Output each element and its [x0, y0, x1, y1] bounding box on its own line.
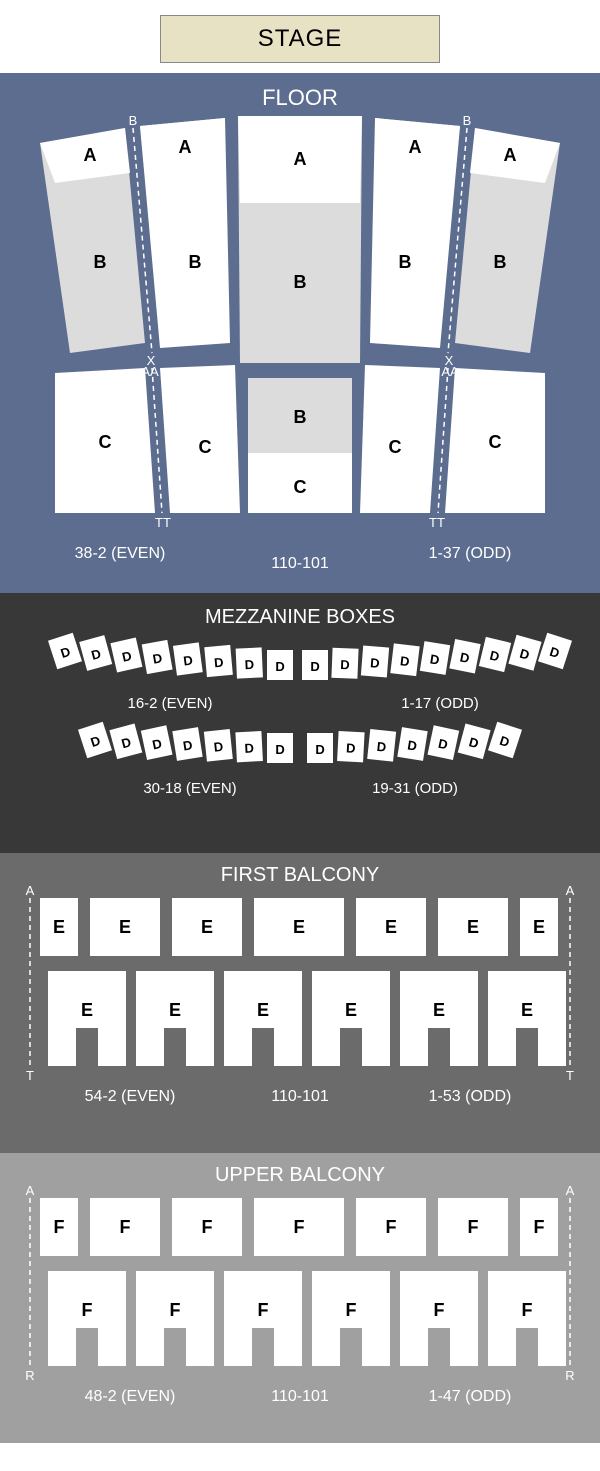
- svg-text:B: B: [294, 272, 307, 292]
- svg-text:54-2 (EVEN): 54-2 (EVEN): [85, 1088, 176, 1105]
- svg-text:A: A: [179, 137, 192, 157]
- svg-text:B: B: [294, 407, 307, 427]
- svg-text:19-31 (ODD): 19-31 (ODD): [372, 780, 458, 797]
- svg-text:C: C: [99, 432, 112, 452]
- svg-text:E: E: [81, 1000, 93, 1020]
- svg-text:38-2 (EVEN): 38-2 (EVEN): [75, 545, 166, 562]
- svg-text:D: D: [310, 659, 319, 674]
- svg-text:T: T: [26, 1068, 34, 1083]
- svg-text:T: T: [566, 1068, 574, 1083]
- svg-text:110-101: 110-101: [271, 555, 329, 572]
- svg-text:E: E: [119, 917, 131, 937]
- svg-text:F: F: [522, 1300, 533, 1320]
- svg-text:F: F: [534, 1217, 545, 1237]
- svg-text:A: A: [504, 145, 517, 165]
- svg-text:1-17 (ODD): 1-17 (ODD): [401, 695, 479, 712]
- svg-text:A: A: [566, 1183, 575, 1198]
- svg-text:B: B: [399, 252, 412, 272]
- svg-text:B: B: [189, 252, 202, 272]
- svg-text:F: F: [434, 1300, 445, 1320]
- svg-text:F: F: [120, 1217, 131, 1237]
- svg-text:D: D: [399, 653, 410, 669]
- svg-text:C: C: [294, 477, 307, 497]
- svg-text:E: E: [169, 1000, 181, 1020]
- svg-text:F: F: [468, 1217, 479, 1237]
- svg-text:1-53 (ODD): 1-53 (ODD): [429, 1088, 512, 1105]
- svg-text:110-101: 110-101: [271, 1388, 329, 1405]
- upper-balcony-level: UPPER BALCONY F F F F F F F F F F F F F A A R R 48-2 (EVEN…: [0, 1153, 600, 1443]
- svg-text:E: E: [521, 1000, 533, 1020]
- svg-text:30-18 (EVEN): 30-18 (EVEN): [143, 780, 236, 797]
- svg-text:A: A: [26, 1183, 35, 1198]
- svg-text:AA: AA: [441, 364, 459, 379]
- svg-text:E: E: [385, 917, 397, 937]
- svg-text:E: E: [467, 917, 479, 937]
- svg-text:E: E: [53, 917, 65, 937]
- svg-text:1-37 (ODD): 1-37 (ODD): [429, 545, 512, 562]
- svg-text:D: D: [244, 657, 254, 672]
- mezzanine-diagram: MEZZANINE BOXESDDDDDDDDDDDDDDDDDDDDDDDDD…: [0, 593, 600, 853]
- svg-text:E: E: [293, 917, 305, 937]
- upper-balcony-diagram: UPPER BALCONY F F F F F F F F F F F F F A A R R 48-2 (EVEN…: [0, 1153, 600, 1443]
- svg-text:F: F: [258, 1300, 269, 1320]
- svg-text:A: A: [294, 149, 307, 169]
- svg-text:MEZZANINE BOXES: MEZZANINE BOXES: [205, 606, 395, 628]
- svg-text:A: A: [409, 137, 422, 157]
- svg-text:D: D: [182, 652, 193, 668]
- svg-text:C: C: [199, 437, 212, 457]
- first-balcony-diagram: FIRST BALCONY E E E E E E E E E E E E E A A T T 54-2 (EVEN…: [0, 853, 600, 1153]
- svg-text:F: F: [170, 1300, 181, 1320]
- svg-text:A: A: [26, 883, 35, 898]
- svg-text:C: C: [489, 432, 502, 452]
- svg-text:FLOOR: FLOOR: [262, 85, 338, 110]
- svg-text:E: E: [201, 917, 213, 937]
- svg-text:48-2 (EVEN): 48-2 (EVEN): [85, 1388, 176, 1405]
- svg-text:F: F: [82, 1300, 93, 1320]
- svg-text:D: D: [370, 655, 381, 671]
- svg-text:R: R: [565, 1368, 574, 1383]
- svg-text:TT: TT: [429, 515, 445, 530]
- svg-text:D: D: [315, 742, 324, 757]
- svg-text:B: B: [94, 252, 107, 272]
- svg-text:F: F: [202, 1217, 213, 1237]
- svg-text:C: C: [389, 437, 402, 457]
- svg-text:AA: AA: [141, 364, 159, 379]
- svg-text:R: R: [25, 1368, 34, 1383]
- mezzanine-level: MEZZANINE BOXESDDDDDDDDDDDDDDDDDDDDDDDDD…: [0, 593, 600, 853]
- svg-text:TT: TT: [155, 515, 171, 530]
- svg-text:E: E: [257, 1000, 269, 1020]
- svg-text:D: D: [275, 659, 284, 674]
- svg-text:D: D: [346, 740, 356, 755]
- svg-text:E: E: [345, 1000, 357, 1020]
- svg-text:FIRST BALCONY: FIRST BALCONY: [221, 864, 380, 886]
- svg-text:110-101: 110-101: [271, 1088, 329, 1105]
- svg-text:F: F: [294, 1217, 305, 1237]
- svg-text:D: D: [275, 742, 284, 757]
- svg-text:16-2 (EVEN): 16-2 (EVEN): [127, 695, 212, 712]
- svg-text:E: E: [433, 1000, 445, 1020]
- svg-text:E: E: [533, 917, 545, 937]
- svg-text:B: B: [463, 113, 472, 128]
- svg-text:D: D: [244, 740, 254, 755]
- svg-text:D: D: [376, 739, 387, 755]
- floor-level: FLOORABABABABABCCBCCCBBXXAAAATTTT38-2 (E…: [0, 73, 600, 593]
- svg-text:UPPER BALCONY: UPPER BALCONY: [215, 1164, 385, 1186]
- svg-text:F: F: [54, 1217, 65, 1237]
- svg-text:F: F: [386, 1217, 397, 1237]
- svg-text:1-47 (ODD): 1-47 (ODD): [429, 1388, 512, 1405]
- svg-text:D: D: [340, 657, 350, 672]
- svg-text:A: A: [566, 883, 575, 898]
- stage-box: STAGE: [160, 15, 440, 63]
- svg-text:A: A: [84, 145, 97, 165]
- svg-text:B: B: [494, 252, 507, 272]
- svg-text:F: F: [346, 1300, 357, 1320]
- stage-label: STAGE: [258, 25, 343, 53]
- first-balcony-level: FIRST BALCONY E E E E E E E E E E E E E A A T T 54-2 (EVEN…: [0, 853, 600, 1153]
- floor-diagram: FLOORABABABABABCCBCCCBBXXAAAATTTT38-2 (E…: [0, 73, 600, 593]
- svg-text:D: D: [213, 739, 224, 755]
- svg-text:B: B: [129, 113, 138, 128]
- svg-text:D: D: [213, 655, 224, 671]
